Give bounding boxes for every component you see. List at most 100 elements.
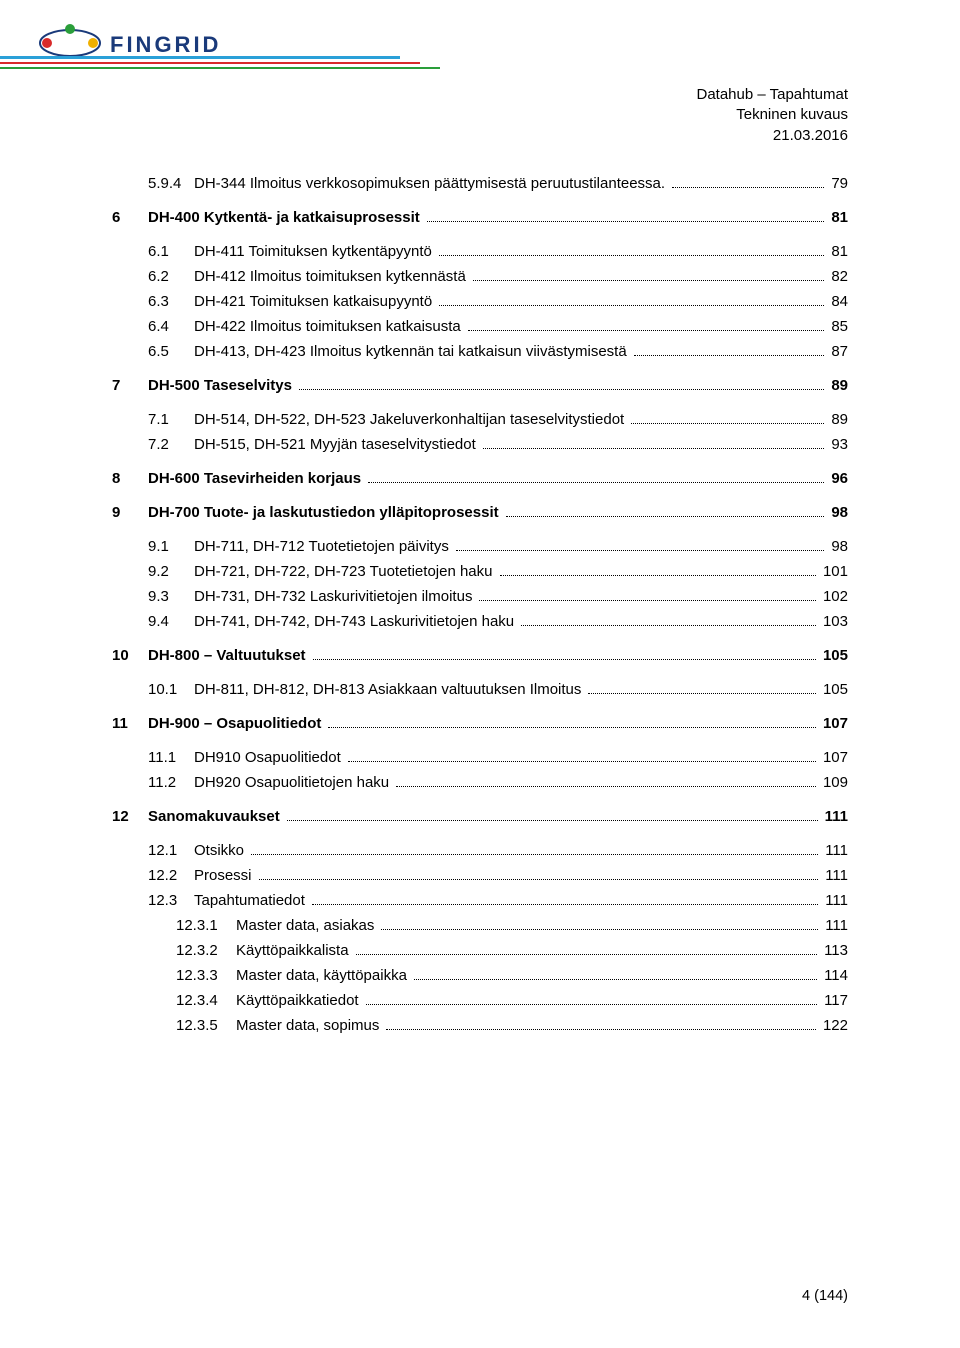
toc-leader-dots <box>468 330 825 331</box>
toc-leader-dots <box>473 280 825 281</box>
toc-number: 9.2 <box>148 563 194 580</box>
toc-leader-dots <box>521 625 816 626</box>
toc-page: 89 <box>827 411 848 428</box>
toc-number: 12.3.1 <box>176 917 236 934</box>
toc-number: 12.3.2 <box>176 942 236 959</box>
toc-label: DH-515, DH-521 Myyjän taseselvitystiedot <box>194 436 480 453</box>
toc-number: 9.4 <box>148 613 194 630</box>
doc-title: Datahub – Tapahtumat <box>696 85 848 105</box>
toc-number: 6.2 <box>148 268 194 285</box>
toc-page: 111 <box>821 917 848 934</box>
toc-number: 12.3.5 <box>176 1017 236 1034</box>
toc-page: 79 <box>827 175 848 192</box>
toc-label: Master data, käyttöpaikka <box>236 967 411 984</box>
toc-leader-dots <box>368 482 824 483</box>
toc-label: Tapahtumatiedot <box>194 892 309 909</box>
toc-number: 6.1 <box>148 243 194 260</box>
toc-entry: 7DH-500 Taseselvitys89 <box>112 377 848 394</box>
toc-entry: 6.3DH-421 Toimituksen katkaisupyyntö84 <box>112 293 848 310</box>
toc-entry: 6.4DH-422 Ilmoitus toimituksen katkaisus… <box>112 318 848 335</box>
toc-entry: 7.2DH-515, DH-521 Myyjän taseselvitystie… <box>112 436 848 453</box>
toc-number: 11.2 <box>148 774 194 791</box>
toc-page: 85 <box>827 318 848 335</box>
toc-label: DH-600 Tasevirheiden korjaus <box>148 470 365 487</box>
toc-number: 10.1 <box>148 681 194 698</box>
toc-page: 117 <box>820 992 848 1009</box>
toc-page: 102 <box>819 588 848 605</box>
toc-label: DH920 Osapuolitietojen haku <box>194 774 393 791</box>
toc-entry: 9.3DH-731, DH-732 Laskurivitietojen ilmo… <box>112 588 848 605</box>
toc-number: 12.1 <box>148 842 194 859</box>
toc-entry: 8DH-600 Tasevirheiden korjaus96 <box>112 470 848 487</box>
toc-page: 111 <box>821 842 848 859</box>
toc-page: 107 <box>819 749 848 766</box>
page-number: 4 (144) <box>802 1288 848 1304</box>
document-header: Datahub – Tapahtumat Tekninen kuvaus 21.… <box>696 85 848 146</box>
toc-label: DH-400 Kytkentä- ja katkaisuprosessit <box>148 209 424 226</box>
toc-label: DH-412 Ilmoitus toimituksen kytkennästä <box>194 268 470 285</box>
toc-entry: 11DH-900 – Osapuolitiedot107 <box>112 715 848 732</box>
toc-leader-dots <box>251 854 818 855</box>
toc-label: Prosessi <box>194 867 256 884</box>
toc-leader-dots <box>631 423 824 424</box>
toc-number: 11.1 <box>148 749 194 766</box>
toc-number: 6.5 <box>148 343 194 360</box>
toc-leader-dots <box>299 389 824 390</box>
toc-number: 9.1 <box>148 538 194 555</box>
toc-page: 109 <box>819 774 848 791</box>
toc-leader-dots <box>414 979 817 980</box>
toc-label: DH910 Osapuolitiedot <box>194 749 345 766</box>
toc-page: 81 <box>827 209 848 226</box>
toc-leader-dots <box>439 255 824 256</box>
toc-label: DH-721, DH-722, DH-723 Tuotetietojen hak… <box>194 563 497 580</box>
toc-page: 103 <box>819 613 848 630</box>
toc-number: 8 <box>112 470 148 487</box>
toc-page: 105 <box>819 647 848 664</box>
toc-entry: 12.3.5Master data, sopimus122 <box>112 1017 848 1034</box>
toc-leader-dots <box>348 761 816 762</box>
toc-leader-dots <box>506 516 825 517</box>
toc-label: DH-421 Toimituksen katkaisupyyntö <box>194 293 436 310</box>
toc-entry: 6.5DH-413, DH-423 Ilmoitus kytkennän tai… <box>112 343 848 360</box>
fingrid-logo-svg: FINGRID <box>30 18 290 68</box>
toc-label: Otsikko <box>194 842 248 859</box>
toc-number: 11 <box>112 715 148 732</box>
toc-leader-dots <box>634 355 825 356</box>
toc-page: 89 <box>827 377 848 394</box>
toc-entry: 12.1Otsikko 111 <box>112 842 848 859</box>
toc-page: 84 <box>827 293 848 310</box>
toc-leader-dots <box>456 550 824 551</box>
toc-entry: 9.4DH-741, DH-742, DH-743 Laskurivitieto… <box>112 613 848 630</box>
toc-entry: 12.3.2Käyttöpaikkalista113 <box>112 942 848 959</box>
toc-leader-dots <box>396 786 816 787</box>
toc-entry: 12.3.3Master data, käyttöpaikka114 <box>112 967 848 984</box>
toc-leader-dots <box>313 659 816 660</box>
toc-number: 12.3.4 <box>176 992 236 1009</box>
toc-entry: 10DH-800 – Valtuutukset105 <box>112 647 848 664</box>
toc-entry: 6.1DH-411 Toimituksen kytkentäpyyntö81 <box>112 243 848 260</box>
toc-label: DH-811, DH-812, DH-813 Asiakkaan valtuut… <box>194 681 585 698</box>
toc-leader-dots <box>483 448 825 449</box>
toc-number: 12 <box>112 808 148 825</box>
toc-entry: 6DH-400 Kytkentä- ja katkaisuprosessit81 <box>112 209 848 226</box>
toc-leader-dots <box>588 693 816 694</box>
toc-leader-dots <box>427 221 825 222</box>
table-of-contents: 5.9.4DH-344 Ilmoitus verkkosopimuksen pä… <box>112 175 848 1042</box>
toc-leader-dots <box>439 305 824 306</box>
toc-page: 105 <box>819 681 848 698</box>
toc-number: 7.2 <box>148 436 194 453</box>
toc-page: 114 <box>820 967 848 984</box>
toc-entry: 12.2Prosessi111 <box>112 867 848 884</box>
toc-page: 98 <box>827 504 848 521</box>
toc-page: 87 <box>827 343 848 360</box>
toc-entry: 5.9.4DH-344 Ilmoitus verkkosopimuksen pä… <box>112 175 848 192</box>
toc-label: DH-422 Ilmoitus toimituksen katkaisusta <box>194 318 465 335</box>
toc-leader-dots <box>328 727 816 728</box>
toc-page: 111 <box>821 808 848 825</box>
doc-date: 21.03.2016 <box>696 126 848 146</box>
toc-entry: 6.2DH-412 Ilmoitus toimituksen kytkennäs… <box>112 268 848 285</box>
toc-label: DH-500 Taseselvitys <box>148 377 296 394</box>
toc-leader-dots <box>366 1004 818 1005</box>
toc-page: 122 <box>819 1017 848 1034</box>
toc-entry: 12.3.1Master data, asiakas111 <box>112 917 848 934</box>
